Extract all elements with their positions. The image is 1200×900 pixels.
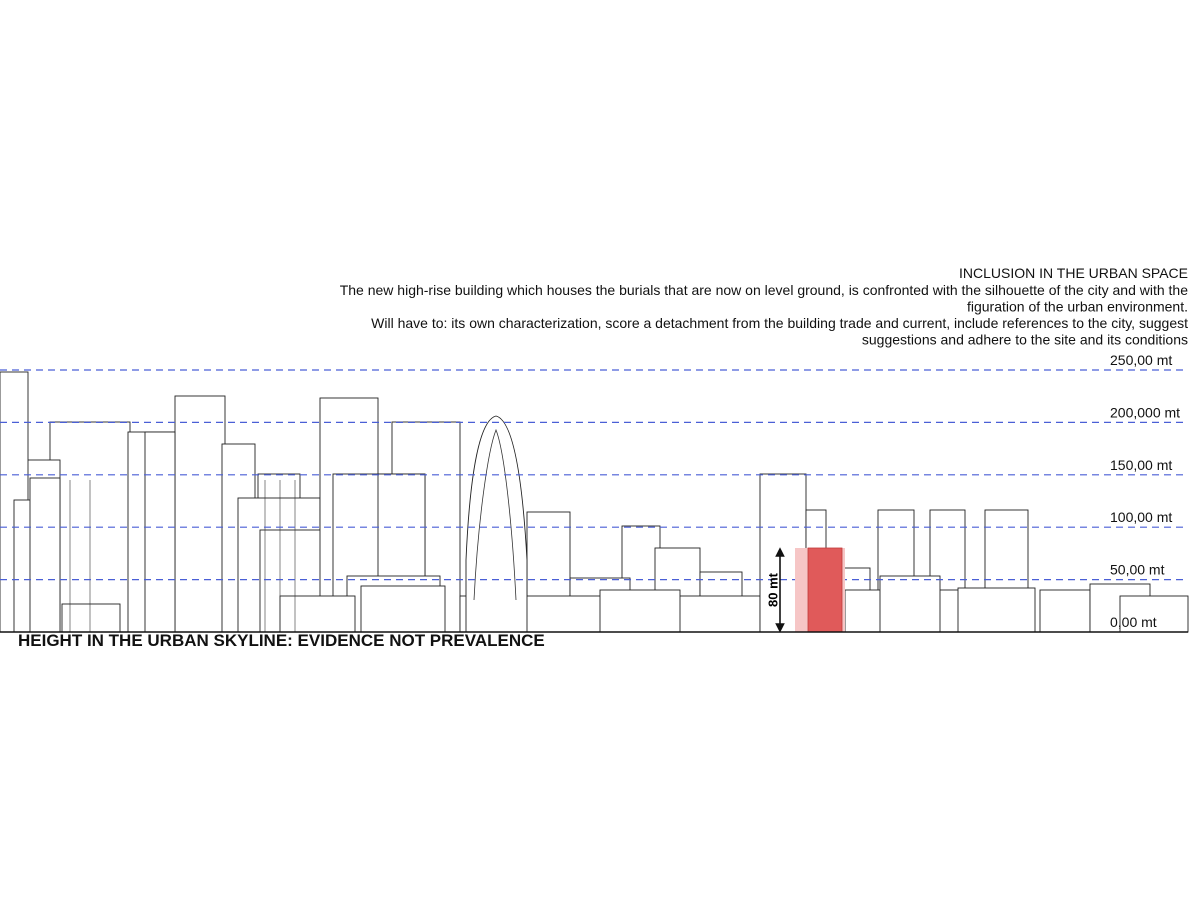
- building: [360, 585, 446, 633]
- header-line: suggestions and adhere to the site and i…: [862, 332, 1188, 348]
- dimension-label: 80 mt: [765, 572, 780, 607]
- level-label: 0,00 mt: [1110, 614, 1157, 630]
- arch-tower: [465, 415, 528, 633]
- building: [29, 477, 61, 633]
- header-line: Will have to: its own characterization, …: [371, 315, 1188, 331]
- arch-inner: [473, 428, 517, 601]
- building: [279, 595, 356, 633]
- header-title: INCLUSION IN THE URBAN SPACE: [959, 265, 1188, 281]
- building: [144, 431, 176, 633]
- level-label: 150,00 mt: [1110, 457, 1172, 473]
- level-label: 250,00 mt: [1110, 352, 1172, 368]
- level-label: 100,00 mt: [1110, 509, 1172, 525]
- caption: HEIGHT IN THE URBAN SKYLINE: EVIDENCE NO…: [18, 631, 545, 650]
- level-label: 50,00 mt: [1110, 562, 1165, 578]
- building: [957, 587, 1036, 633]
- buildings: [0, 371, 1189, 633]
- building: [599, 589, 681, 633]
- building: [879, 575, 941, 633]
- level-label: 200,000 mt: [1110, 404, 1180, 420]
- building: [174, 395, 226, 633]
- building: [1119, 595, 1189, 633]
- header-line: figuration of the urban environment.: [967, 299, 1188, 315]
- building: [1039, 589, 1091, 633]
- building: [61, 603, 121, 633]
- project-building: [807, 547, 843, 633]
- header-line: The new high-rise building which houses …: [340, 282, 1188, 298]
- levels: 250,00 mt 200,000 mt 150,00 mt 100,00 mt 50,…: [0, 352, 1188, 630]
